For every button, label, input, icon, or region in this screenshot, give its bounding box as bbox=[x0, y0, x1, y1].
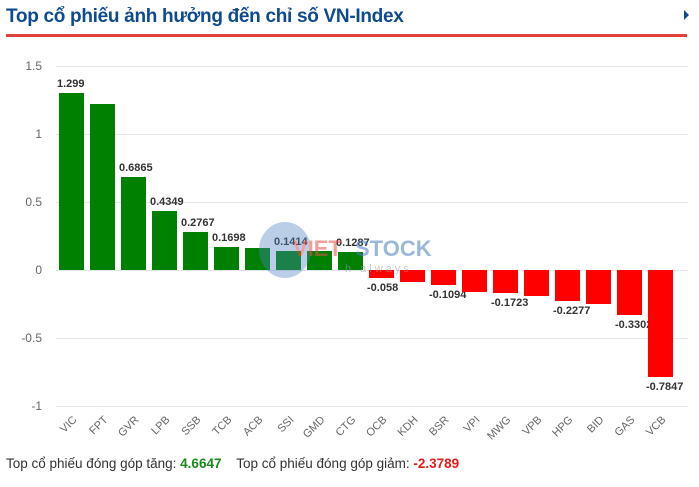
x-tick-label: SSB bbox=[179, 414, 204, 439]
down-value: -2.3789 bbox=[413, 456, 460, 471]
bar-ssi[interactable] bbox=[276, 250, 301, 270]
y-tick-label: 1 bbox=[35, 127, 42, 141]
y-tick-label: 0 bbox=[35, 263, 42, 277]
x-tick-label: MWG bbox=[485, 414, 514, 443]
bar-fpt[interactable] bbox=[90, 104, 115, 270]
data-label: 0.1698 bbox=[212, 231, 246, 244]
bar-ocb[interactable] bbox=[369, 270, 394, 278]
x-tick-label: VPI bbox=[461, 414, 483, 436]
bar-acb[interactable] bbox=[245, 248, 270, 270]
x-tick-label: VIC bbox=[58, 414, 80, 436]
data-label: -0.2277 bbox=[553, 304, 591, 317]
up-label: Top cổ phiếu đóng góp tăng: bbox=[6, 456, 177, 471]
bar-vpi[interactable] bbox=[462, 270, 487, 292]
bar-mwg[interactable] bbox=[493, 270, 518, 294]
gridline bbox=[56, 134, 688, 135]
bar-hpg[interactable] bbox=[555, 270, 580, 301]
x-tick-label: HPG bbox=[550, 414, 576, 440]
y-tick-label: -1 bbox=[31, 399, 42, 413]
bar-lpb[interactable] bbox=[152, 210, 177, 270]
data-label: 1.299 bbox=[57, 78, 85, 91]
data-label: 0.4349 bbox=[150, 195, 184, 208]
gridline bbox=[56, 202, 688, 203]
x-tick-label: LPB bbox=[149, 414, 173, 438]
x-tick-label: BID bbox=[585, 414, 607, 436]
data-label: -0.3302 bbox=[615, 318, 653, 331]
x-tick-label: CTG bbox=[333, 414, 359, 439]
y-tick-label: -0.5 bbox=[21, 331, 42, 345]
bar-gmd[interactable] bbox=[307, 250, 332, 270]
data-label: 0.2767 bbox=[181, 217, 215, 230]
y-tick-label: 0.5 bbox=[25, 195, 42, 209]
bar-bid[interactable] bbox=[586, 270, 611, 304]
x-tick-label: GVR bbox=[116, 414, 142, 440]
x-tick-label: GMD bbox=[300, 414, 328, 441]
data-label: 0.6865 bbox=[119, 161, 153, 174]
x-tick-label: BSR bbox=[427, 414, 452, 439]
bar-chart: 1.5 1 0.5 0 -0.5 -1 1.299 VIC FPT 0.6865 GVR 0.4349… bbox=[0, 40, 699, 445]
x-tick-label: GAS bbox=[612, 414, 638, 439]
gridline bbox=[56, 406, 688, 407]
bar-gas[interactable] bbox=[617, 270, 642, 315]
y-tick-label: 1.5 bbox=[25, 59, 42, 73]
caret-right-icon[interactable] bbox=[684, 10, 689, 20]
summary-footer: Top cổ phiếu đóng góp tăng: 4.6647 Top c… bbox=[6, 456, 459, 471]
bar-gvr[interactable] bbox=[121, 176, 146, 270]
bar-vcb[interactable] bbox=[648, 270, 673, 377]
x-tick-label: VCB bbox=[644, 414, 669, 439]
bar-ctg[interactable] bbox=[338, 252, 363, 270]
x-tick-label: KDH bbox=[395, 414, 421, 439]
bar-vic[interactable] bbox=[59, 93, 84, 270]
bar-vpb[interactable] bbox=[524, 270, 549, 296]
down-label: Top cổ phiếu đóng góp giảm: bbox=[236, 456, 410, 471]
x-tick-label: ACB bbox=[241, 414, 266, 439]
data-label: 0.1287 bbox=[336, 237, 370, 250]
x-tick-label: OCB bbox=[364, 414, 390, 440]
data-label: -0.1094 bbox=[429, 288, 467, 301]
gridline bbox=[56, 66, 688, 67]
bar-tcb[interactable] bbox=[214, 246, 239, 270]
data-label: 0.1414 bbox=[274, 235, 308, 248]
data-label: -0.1723 bbox=[491, 297, 529, 310]
bar-ssb[interactable] bbox=[183, 232, 208, 270]
data-label: -0.7847 bbox=[646, 380, 684, 393]
bar-bsr[interactable] bbox=[431, 270, 456, 285]
gridline bbox=[56, 338, 688, 339]
up-value: 4.6647 bbox=[180, 456, 222, 471]
bar-kdh[interactable] bbox=[400, 270, 425, 283]
header-divider bbox=[6, 34, 687, 37]
x-tick-label: SSI bbox=[275, 414, 297, 436]
data-label: -0.058 bbox=[367, 281, 399, 294]
x-tick-label: TCB bbox=[210, 414, 235, 439]
x-tick-label: FPT bbox=[87, 414, 111, 438]
panel-header: Top cổ phiếu ảnh hưởng đến chỉ số VN-Ind… bbox=[0, 0, 699, 37]
x-tick-label: VPB bbox=[520, 414, 545, 439]
panel-title: Top cổ phiếu ảnh hưởng đến chỉ số VN-Ind… bbox=[6, 6, 404, 27]
